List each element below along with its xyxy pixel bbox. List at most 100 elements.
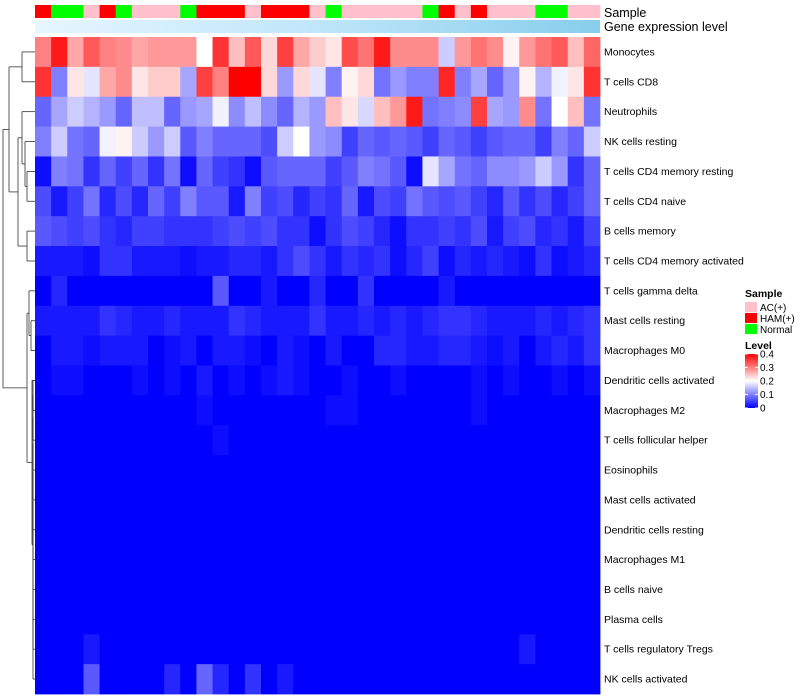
heatmap-cell [503,634,520,665]
heatmap-cell [115,574,133,605]
heatmap-cell [406,604,423,635]
heatmap-cell [244,514,262,546]
heatmap-cell [212,126,230,157]
heatmap-cell [357,425,375,456]
heatmap-cell [35,96,52,127]
heatmap-cell [212,455,230,486]
heatmap-cell [309,126,326,157]
heatmap-cell [99,425,117,456]
heatmap-cell [487,514,504,546]
heatmap-cell [487,455,504,486]
heatmap-cell [99,335,117,366]
heatmap-cell [244,156,262,187]
heatmap-cell [244,335,262,366]
heatmap-cell [341,664,359,695]
heatmap-cell [551,484,569,516]
heatmap-cell [148,425,165,456]
heatmap-cell [325,186,343,217]
heatmap-cell [164,37,181,68]
heatmap-cell [470,604,488,635]
heatmap-cell [374,186,391,217]
heatmap-cell [583,275,601,307]
heatmap-cell [487,186,504,217]
level-colorbar [745,354,758,408]
heatmap-cell [115,186,133,217]
sample-annotation-cell [164,5,181,18]
heatmap-cell [325,395,343,426]
heatmap-cell [67,604,84,635]
heatmap-cell [180,484,197,516]
heatmap-cell [535,66,552,98]
heatmap-cell [422,216,439,247]
heatmap-cell [470,186,488,217]
heatmap-cell [261,186,278,217]
heatmap-cell [277,395,294,426]
heatmap-cell [228,216,246,247]
heatmap-cell [503,544,520,575]
heatmap-cell [438,634,456,665]
heatmap-cell [180,514,197,546]
heatmap-cell [99,395,117,426]
heatmap-cell [131,514,149,546]
heatmap-cell [51,664,68,695]
heatmap-cell [51,455,68,486]
sample-annotation-cell [357,5,375,18]
heatmap-cell [454,156,472,187]
heatmap-cell [164,66,181,98]
heatmap-cell [551,96,569,127]
heatmap-cell [470,305,488,337]
heatmap-cell [519,37,536,68]
heatmap-cell [35,126,52,157]
heatmap-cell [131,275,149,307]
heatmap-cell [180,305,197,337]
heatmap-cells [35,37,601,695]
heatmap-cell [503,604,520,635]
heatmap-cell [357,604,375,635]
heatmap-cell [131,455,149,486]
heatmap-cell [551,365,569,396]
heatmap-cell [406,574,423,605]
heatmap-cell [583,305,601,337]
heatmap-cell [51,37,68,68]
heatmap-cell [115,514,133,546]
row-dendrogram [2,51,35,680]
heatmap-cell [212,186,230,217]
heatmap-cell [374,455,391,486]
heatmap-cell [51,425,68,456]
heatmap-cell [470,634,488,665]
heatmap-cell [357,275,375,307]
heatmap-cell [438,37,456,68]
heatmap-cell [164,365,181,396]
heatmap-cell [115,246,133,277]
heatmap-cell [454,246,472,277]
heatmap-cell [535,425,552,456]
heatmap-cell [277,335,294,366]
heatmap-cell [309,664,326,695]
heatmap-cell [67,335,84,366]
heatmap-cell [583,574,601,605]
heatmap-cell [196,275,213,307]
heatmap-cell [422,186,439,217]
heatmap-cell [567,484,585,516]
gene-expression-annotation-bar [35,20,600,33]
heatmap-cell [244,544,262,575]
row-label: B cells naive [604,584,663,596]
heatmap-cell [196,126,213,157]
heatmap-cell [196,96,213,127]
heatmap-cell [180,126,197,157]
heatmap-cell [309,66,326,98]
heatmap-cell [390,37,407,68]
heatmap-cell [293,216,310,247]
heatmap-cell [293,484,310,516]
heatmap-cell [277,66,294,98]
heatmap-cell [83,305,100,337]
heatmap-cell [83,664,100,695]
heatmap-cell [535,126,552,157]
heatmap-cell [535,455,552,486]
sample-annotation-cell [535,5,552,18]
heatmap-cell [309,574,326,605]
heatmap-cell [470,574,488,605]
heatmap-cell [67,186,84,217]
heatmap-cell [551,335,569,366]
heatmap-cell [422,246,439,277]
